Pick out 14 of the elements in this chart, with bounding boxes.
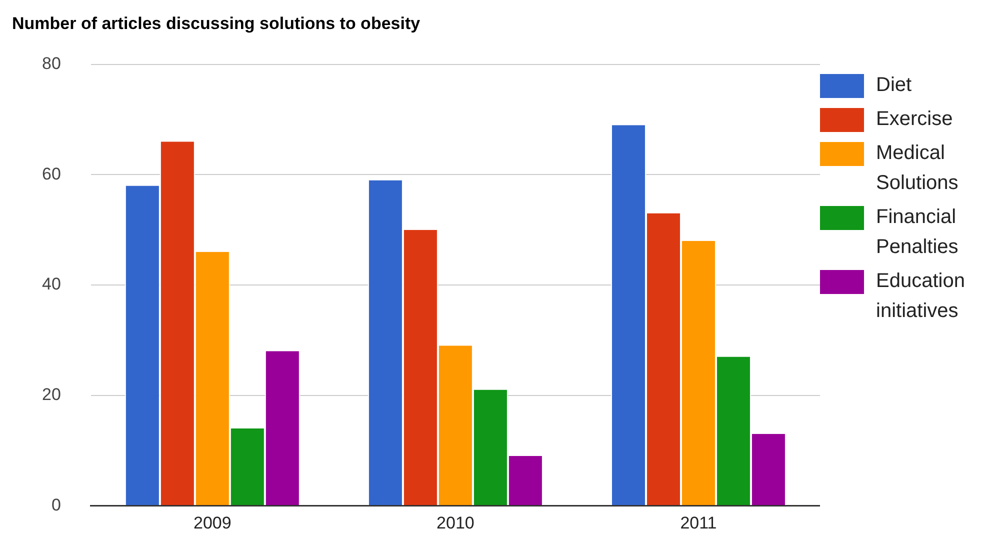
legend-label: Financial Penalties bbox=[876, 205, 960, 260]
chart-title: Number of articles discussing solutions to obesity bbox=[12, 14, 421, 33]
y-tick-label: 60 bbox=[42, 164, 61, 184]
x-tick-label: 2010 bbox=[436, 513, 474, 532]
y-tick-label: 0 bbox=[51, 495, 61, 514]
legend-label: Diet bbox=[876, 73, 913, 98]
legend-label: Exercise bbox=[876, 107, 954, 132]
y-tick-label: 40 bbox=[42, 274, 61, 294]
y-tick-label: 80 bbox=[42, 54, 61, 74]
x-tick-label: 2011 bbox=[680, 513, 717, 532]
legend-label: Education initiatives bbox=[876, 269, 966, 324]
legend-label: Medical Solutions bbox=[876, 141, 960, 196]
x-tick-label: 2009 bbox=[194, 513, 232, 532]
y-tick-label: 20 bbox=[42, 384, 61, 404]
